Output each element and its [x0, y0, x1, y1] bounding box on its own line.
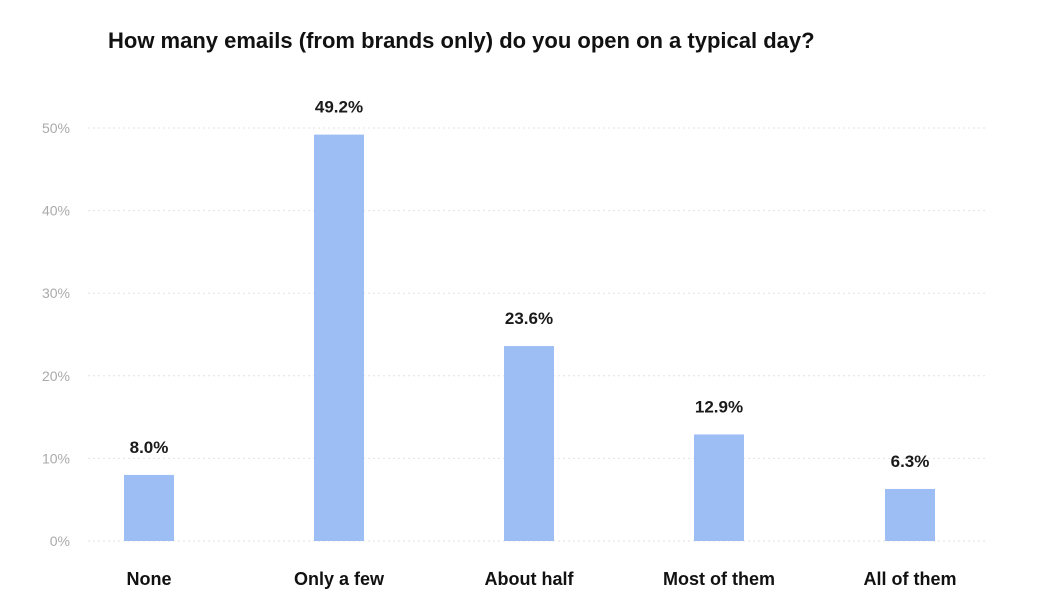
y-tick-label: 40%	[42, 203, 70, 219]
data-label: 6.3%	[891, 452, 930, 471]
bar	[885, 488, 935, 541]
x-tick-label: None	[127, 569, 172, 589]
x-tick-label: All of them	[864, 569, 957, 589]
bar	[694, 434, 744, 541]
data-label: 49.2%	[315, 98, 363, 117]
data-label: 23.6%	[505, 309, 553, 328]
y-tick-label: 0%	[50, 533, 70, 549]
bar	[314, 134, 364, 541]
bar	[504, 346, 554, 541]
y-tick-label: 20%	[42, 368, 70, 384]
y-tick-label: 30%	[42, 285, 70, 301]
x-tick-label: About half	[485, 569, 575, 589]
chart-title: How many emails (from brands only) do yo…	[108, 28, 815, 53]
data-label: 12.9%	[695, 397, 743, 416]
x-tick-label: Only a few	[294, 569, 385, 589]
data-label: 8.0%	[130, 438, 169, 457]
x-tick-label: Most of them	[663, 569, 775, 589]
bar	[124, 474, 174, 541]
y-tick-label: 10%	[42, 450, 70, 466]
y-tick-label: 50%	[42, 120, 70, 136]
